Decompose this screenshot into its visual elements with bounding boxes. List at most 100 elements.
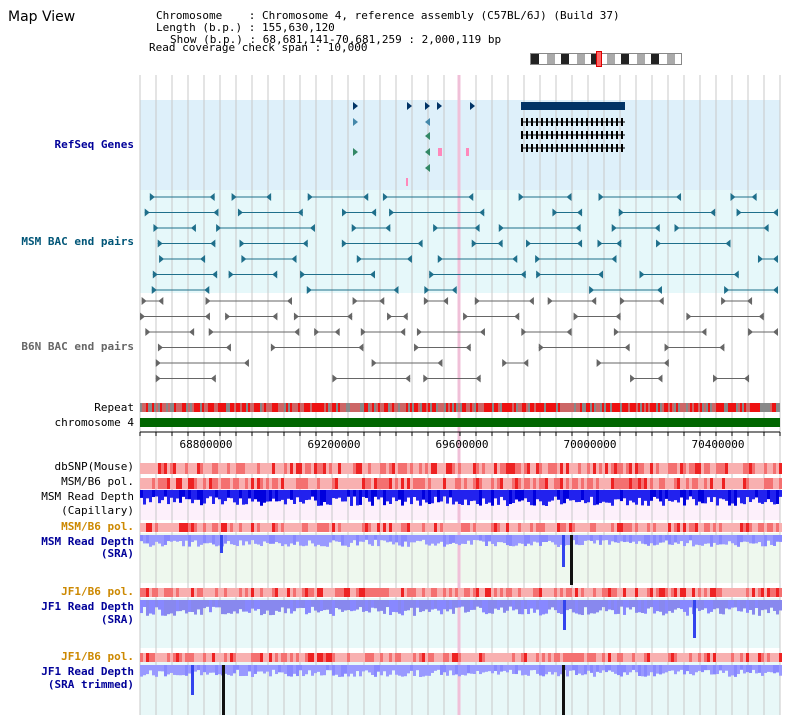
pol-mark bbox=[239, 588, 242, 597]
repeat-mark bbox=[222, 403, 224, 412]
depth-bar bbox=[746, 600, 749, 613]
depth-bar bbox=[311, 490, 314, 497]
pol-mark bbox=[335, 653, 338, 662]
depth-bar bbox=[761, 600, 764, 611]
depth-bar bbox=[767, 665, 770, 672]
gene-marker bbox=[733, 270, 739, 279]
depth-bar bbox=[287, 665, 290, 677]
pol-mark bbox=[623, 653, 626, 662]
gene-exon bbox=[616, 118, 618, 126]
pol-mark bbox=[338, 523, 341, 532]
repeat-mark bbox=[304, 403, 306, 412]
pol-mark bbox=[269, 588, 272, 597]
pol-mark bbox=[455, 523, 458, 532]
repeat-mark bbox=[764, 403, 766, 412]
pol-mark bbox=[194, 478, 197, 489]
depth-bar bbox=[443, 490, 446, 497]
pol-mark bbox=[269, 478, 272, 489]
pol-mark bbox=[689, 588, 692, 597]
depth-bar bbox=[548, 600, 551, 610]
pol-mark bbox=[257, 523, 260, 532]
pol-mark bbox=[308, 588, 311, 597]
pol-mark bbox=[524, 653, 527, 662]
depth-bar bbox=[392, 490, 395, 498]
depth-bar bbox=[236, 490, 239, 505]
depth-bar bbox=[185, 600, 188, 614]
pol-mark bbox=[734, 653, 737, 662]
depth-bar bbox=[140, 600, 143, 614]
pol-mark bbox=[473, 463, 476, 474]
depth-bar bbox=[764, 600, 767, 610]
pol-mark bbox=[380, 478, 383, 489]
repeat-mark bbox=[522, 403, 524, 412]
pol-mark bbox=[362, 478, 365, 489]
repeat-mark bbox=[206, 403, 208, 412]
pol-mark bbox=[560, 653, 563, 662]
gene-marker bbox=[538, 343, 544, 352]
depth-bar bbox=[236, 535, 239, 547]
pol-mark bbox=[233, 478, 236, 489]
depth-bar bbox=[509, 600, 512, 607]
pol-mark bbox=[368, 463, 371, 474]
repeat-mark bbox=[654, 403, 656, 412]
pol-mark bbox=[503, 463, 506, 474]
pol-mark bbox=[677, 523, 680, 532]
depth-bar bbox=[515, 535, 518, 546]
depth-bar bbox=[683, 490, 686, 506]
repeat-mark bbox=[376, 403, 378, 412]
pol-mark bbox=[404, 653, 407, 662]
depth-bar bbox=[227, 600, 230, 614]
pol-mark bbox=[254, 478, 257, 489]
depth-bar bbox=[776, 535, 779, 542]
depth-bar bbox=[686, 665, 689, 672]
depth-bar bbox=[149, 665, 152, 671]
depth-bar bbox=[617, 665, 620, 676]
pol-mark bbox=[764, 653, 767, 662]
pol-mark bbox=[221, 463, 224, 474]
gene-exon bbox=[526, 144, 528, 152]
pol-mark bbox=[182, 463, 185, 474]
depth-bar bbox=[635, 490, 638, 505]
depth-bar bbox=[275, 535, 278, 543]
chromosome-ideogram[interactable] bbox=[530, 53, 682, 65]
depth-bar bbox=[740, 535, 743, 543]
repeat-mark bbox=[548, 403, 550, 412]
pol-mark bbox=[551, 478, 554, 489]
depth-bar bbox=[146, 665, 149, 675]
repeat-mark bbox=[562, 403, 564, 412]
repeat-mark bbox=[696, 403, 698, 412]
gene-marker bbox=[243, 359, 249, 367]
pol-mark bbox=[566, 653, 569, 662]
gene-exon bbox=[571, 144, 573, 152]
pol-mark bbox=[227, 463, 230, 474]
pol-mark bbox=[293, 588, 296, 597]
repeat-mark bbox=[702, 403, 704, 412]
pol-mark bbox=[242, 523, 245, 532]
depth-bar bbox=[251, 600, 254, 609]
pol-mark bbox=[386, 463, 389, 474]
depth-bar bbox=[386, 535, 389, 543]
repeat-mark bbox=[576, 403, 578, 412]
pol-mark bbox=[518, 478, 521, 489]
depth-bar bbox=[587, 665, 590, 671]
depth-bar bbox=[434, 665, 437, 671]
repeat-mark bbox=[484, 403, 486, 412]
depth-bar bbox=[254, 665, 257, 674]
pol-mark bbox=[233, 588, 236, 597]
depth-bar bbox=[164, 490, 167, 497]
pol-mark bbox=[152, 588, 155, 597]
depth-bar bbox=[254, 600, 257, 611]
depth-bar bbox=[434, 535, 437, 546]
depth-bar bbox=[179, 490, 182, 503]
pol-mark bbox=[527, 523, 530, 532]
pol-mark bbox=[152, 523, 155, 532]
pol-mark bbox=[338, 588, 341, 597]
pol-mark bbox=[740, 523, 743, 532]
pol-mark bbox=[470, 463, 473, 474]
pol-mark bbox=[527, 588, 530, 597]
gene-exon bbox=[596, 131, 598, 139]
depth-bar bbox=[599, 490, 602, 504]
repeat-mark bbox=[452, 403, 454, 412]
pol-mark bbox=[578, 588, 581, 597]
